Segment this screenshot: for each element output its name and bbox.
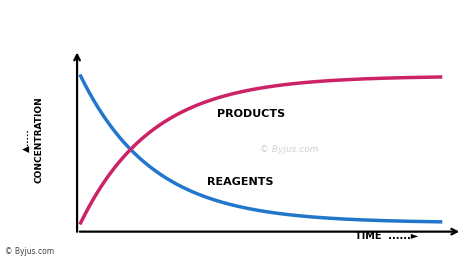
Text: ▲.....
CONCENTRATION: ▲..... CONCENTRATION [22, 96, 43, 183]
Text: RATE OF REACTION: RATE OF REACTION [140, 10, 334, 28]
Text: TIME  ......►: TIME ......► [355, 231, 418, 241]
Text: PRODUCTS: PRODUCTS [218, 109, 285, 119]
Text: © Byjus.com: © Byjus.com [5, 247, 54, 256]
Text: © Byjus.com: © Byjus.com [260, 145, 319, 154]
Text: REAGENTS: REAGENTS [207, 177, 273, 187]
